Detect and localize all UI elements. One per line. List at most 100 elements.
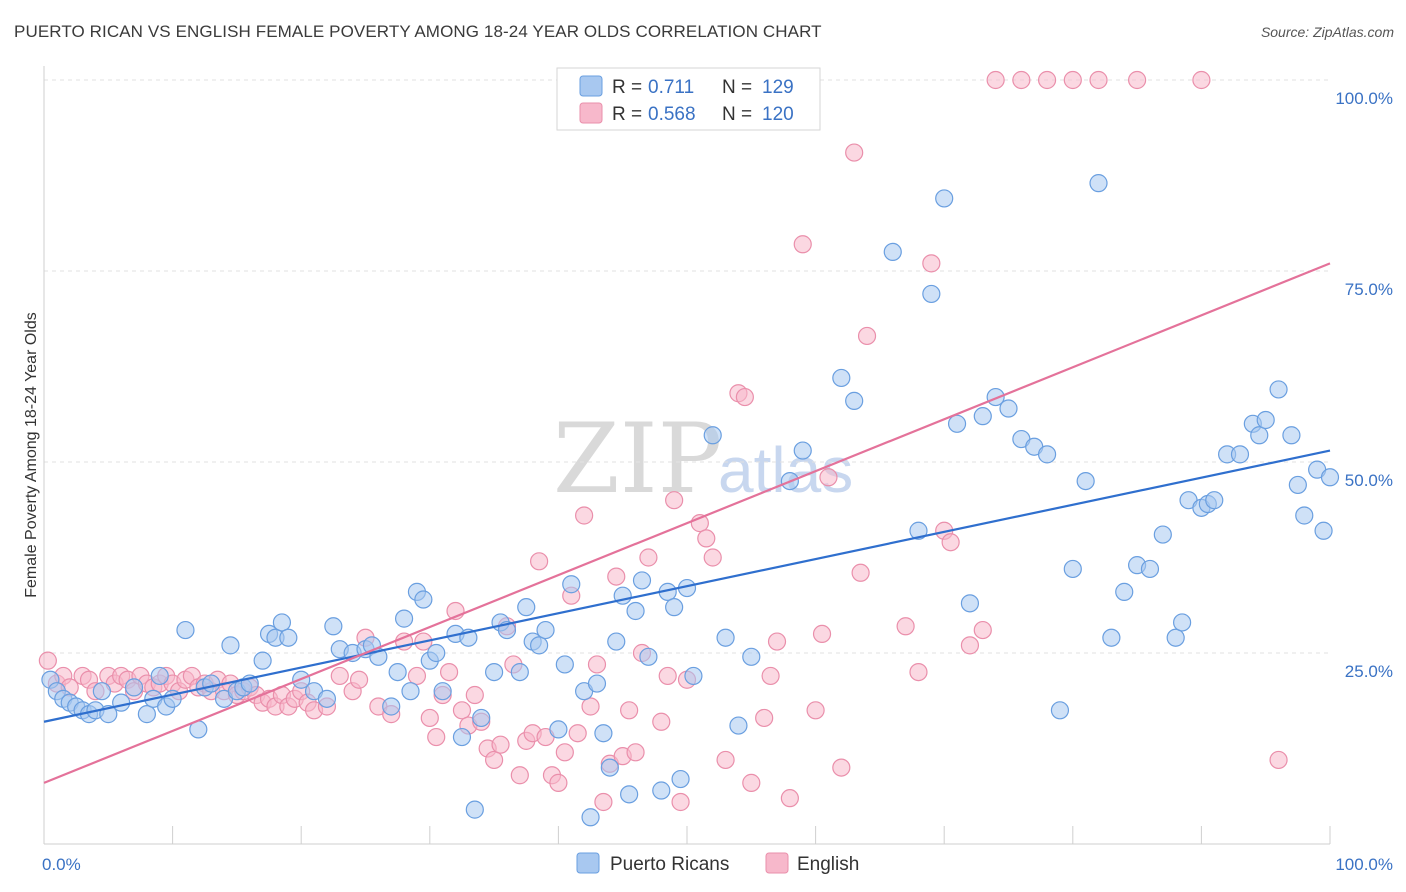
english-point-51 — [427, 727, 446, 747]
puerto-rican-point-81 — [684, 666, 703, 686]
bottom-legend-label-puerto-ricans: Puerto Ricans — [610, 854, 729, 875]
english-point-101 — [793, 235, 812, 254]
puerto-rican-point-94 — [947, 414, 967, 433]
puerto-rican-point-111 — [1166, 628, 1185, 647]
puerto-rican-point-62 — [549, 720, 568, 739]
puerto-rican-point-41 — [388, 662, 407, 682]
english-point-79 — [607, 567, 626, 586]
legend-n-label: N = — [722, 104, 752, 125]
english-point-98 — [761, 666, 780, 686]
puerto-rican-point-69 — [600, 758, 619, 777]
puerto-rican-point-12 — [137, 705, 156, 724]
puerto-rican-point-60 — [530, 636, 549, 655]
puerto-rican-point-123 — [1282, 426, 1301, 445]
english-point-103 — [812, 624, 832, 644]
puerto-rican-point-30 — [279, 628, 298, 647]
english-point-76 — [587, 655, 607, 674]
english-point-122 — [1192, 70, 1211, 90]
puerto-rican-point-122 — [1269, 380, 1288, 399]
puerto-rican-point-109 — [1140, 559, 1160, 579]
puerto-rican-point-64 — [562, 575, 581, 594]
puerto-rican-point-26 — [253, 651, 272, 670]
puerto-rican-point-103 — [1063, 559, 1082, 579]
puerto-rican-point-78 — [665, 598, 684, 617]
english-point-95 — [735, 387, 754, 407]
puerto-rican-point-105 — [1089, 174, 1108, 193]
puerto-rican-point-75 — [639, 647, 658, 666]
puerto-rican-point-91 — [909, 521, 928, 540]
series-legend: Puerto Ricans English — [576, 852, 859, 875]
bottom-legend-swatch-puerto-ricans — [576, 852, 600, 874]
puerto-rican-point-10 — [112, 693, 131, 712]
puerto-rican-point-8 — [92, 682, 111, 701]
puerto-rican-point-110 — [1153, 525, 1172, 544]
english-point-104 — [819, 468, 838, 487]
english-point-106 — [845, 143, 864, 162]
puerto-rican-point-128 — [1320, 468, 1340, 487]
puerto-rican-point-83 — [716, 628, 735, 647]
chart-title: PUERTO RICAN VS ENGLISH FEMALE POVERTY A… — [14, 22, 822, 41]
english-point-92 — [703, 548, 722, 567]
english-point-50 — [420, 708, 439, 728]
puerto-rican-point-29 — [272, 613, 292, 632]
legend-r-label: R = — [612, 104, 642, 125]
english-point-105 — [832, 758, 851, 777]
puerto-rican-point-74 — [632, 571, 652, 590]
english-point-70 — [549, 773, 568, 792]
puerto-rican-point-42 — [394, 609, 414, 628]
english-point-77 — [594, 792, 613, 812]
legend-r-value-puerto-ricans: 0.711 — [648, 77, 694, 98]
x-tick-label-min: 0.0% — [42, 855, 81, 874]
english-point-74 — [575, 506, 594, 525]
english-point-71 — [555, 743, 574, 762]
puerto-rican-point-112 — [1173, 613, 1192, 632]
puerto-rican-point-84 — [729, 716, 748, 735]
puerto-rican-point-127 — [1314, 521, 1333, 540]
english-point-107 — [851, 563, 870, 582]
english-point-91 — [697, 529, 716, 548]
english-point-60 — [485, 750, 504, 770]
y-tick-label-0: 25.0% — [1345, 662, 1393, 681]
english-point-86 — [658, 666, 677, 686]
english-point-121 — [1127, 70, 1147, 90]
english-point-118 — [1037, 70, 1057, 90]
english-point-97 — [755, 708, 774, 728]
english-point-108 — [857, 326, 877, 346]
trend-lines — [43, 262, 1331, 784]
english-point-64 — [510, 766, 529, 785]
bottom-legend-label-english: English — [797, 854, 859, 875]
puerto-rican-point-89 — [845, 391, 864, 410]
english-point-113 — [941, 533, 960, 552]
puerto-rican-point-121 — [1256, 410, 1275, 430]
puerto-rican-point-45 — [414, 590, 433, 609]
puerto-rican-point-68 — [594, 724, 613, 743]
puerto-rican-point-101 — [1037, 445, 1057, 464]
english-point-67 — [530, 552, 549, 571]
legend-n-value-puerto-ricans: 129 — [762, 77, 794, 98]
correlation-legend: R = 0.711 N = 129 R = 0.568 N = 120 — [556, 67, 821, 131]
english-point-110 — [909, 662, 928, 682]
legend-swatch-english — [579, 102, 603, 124]
english-point-111 — [922, 254, 941, 273]
puerto-rican-point-107 — [1115, 582, 1134, 601]
english-point-85 — [652, 712, 671, 731]
watermark-zip: ZIP — [553, 403, 722, 515]
english-point-115 — [973, 620, 992, 640]
english-point-43 — [349, 670, 369, 689]
puerto-rican-point-70 — [607, 632, 626, 651]
puerto-rican-point-95 — [960, 594, 980, 613]
english-point-53 — [439, 662, 459, 682]
puerto-rican-point-125 — [1295, 506, 1314, 525]
puerto-rican-point-67 — [587, 674, 607, 693]
english-point-123 — [1269, 750, 1288, 770]
puerto-rican-point-54 — [485, 662, 504, 682]
puerto-rican-point-66 — [581, 808, 600, 827]
puerto-rican-point-52 — [465, 800, 484, 819]
source-label: Source: ZipAtlas.com — [1260, 24, 1394, 40]
legend-r-label: R = — [612, 77, 642, 98]
english-point-75 — [581, 697, 600, 716]
watermark: ZIP atlas — [553, 403, 853, 515]
puerto-rican-point-50 — [452, 727, 472, 747]
puerto-rican-point-106 — [1102, 628, 1121, 647]
puerto-rican-point-47 — [427, 643, 446, 663]
